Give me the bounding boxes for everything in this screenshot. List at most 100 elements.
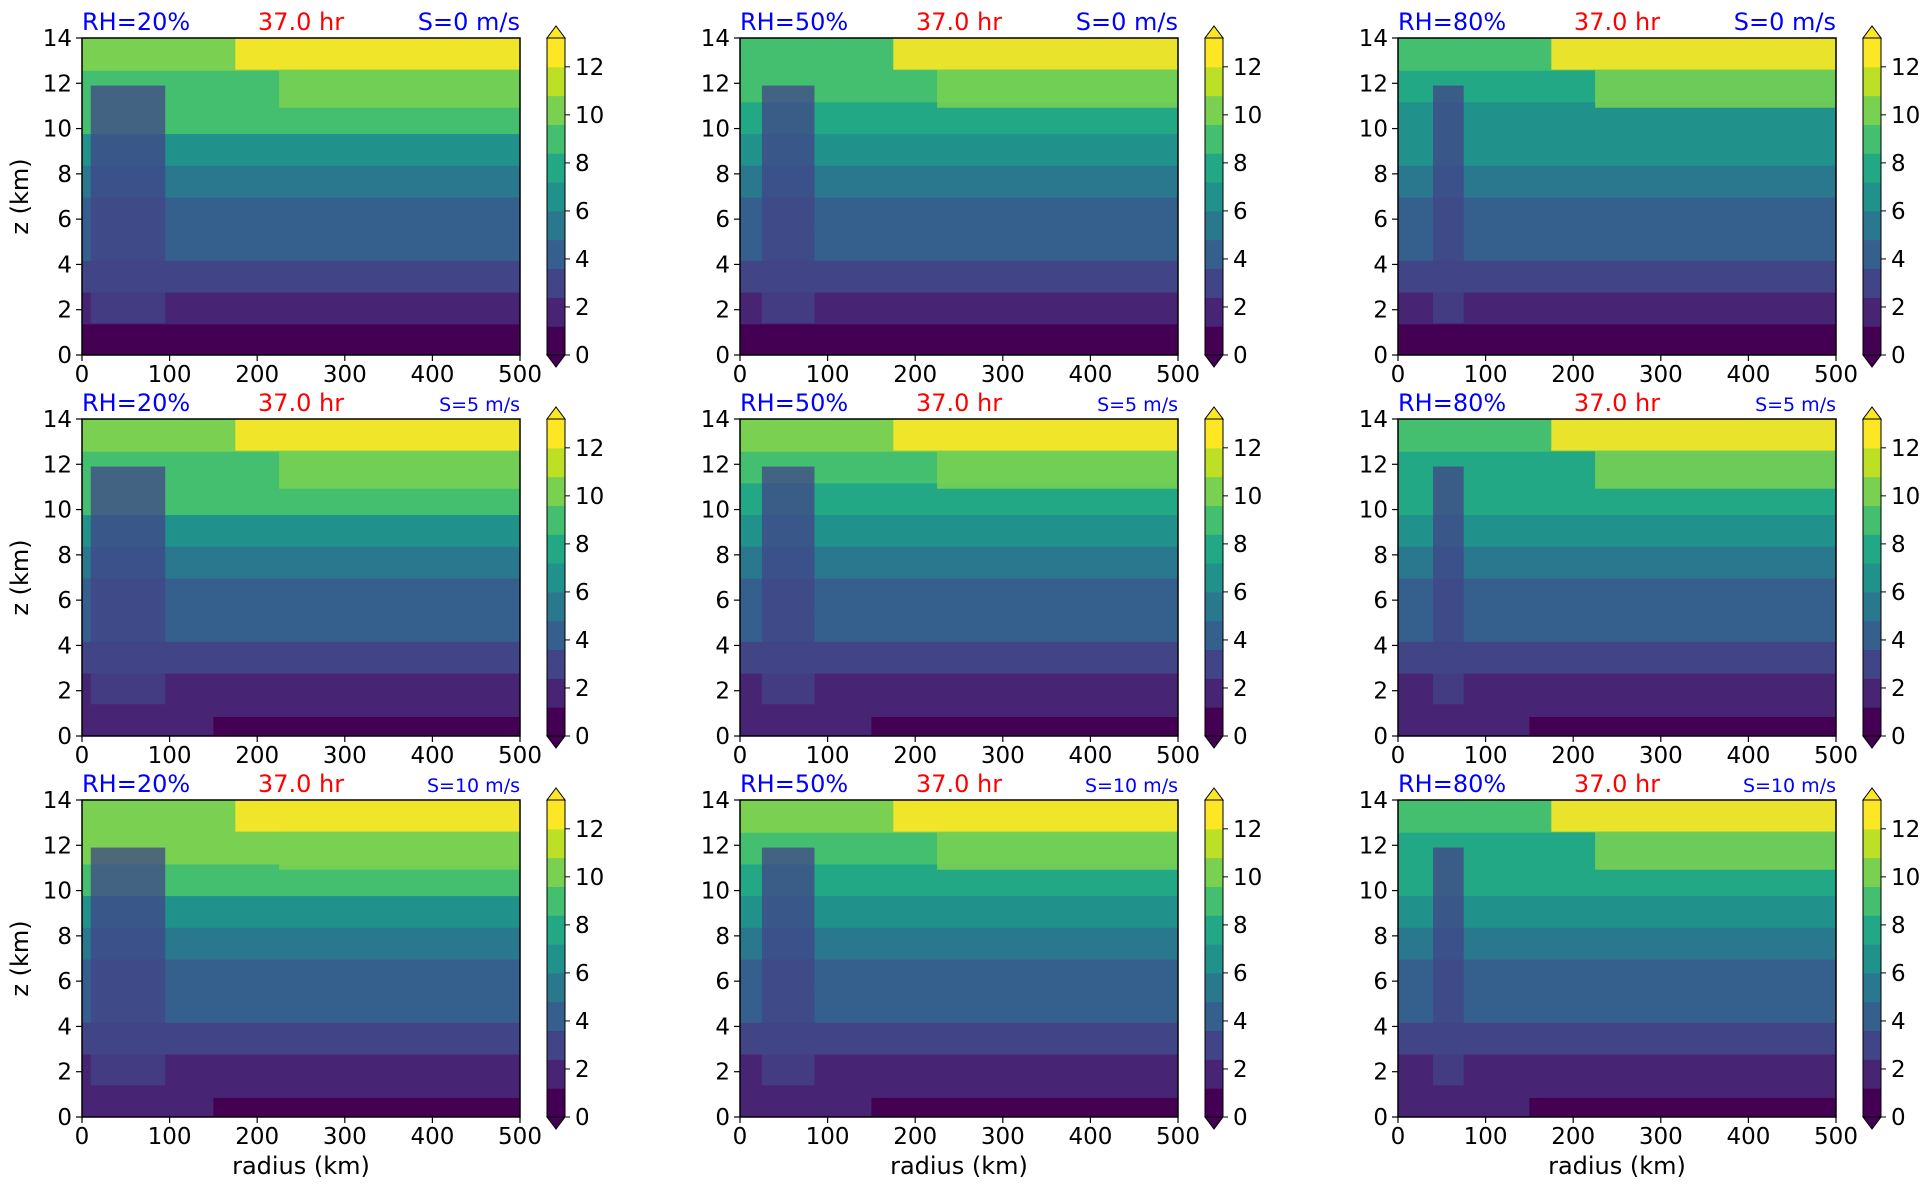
x-axis-label: radius (km)	[1548, 1152, 1686, 1180]
time-title: 37.0 hr	[916, 8, 1002, 36]
time-title: 37.0 hr	[916, 770, 1002, 798]
colorbar-tick-label: 8	[1891, 532, 1906, 558]
colorbar-tick-label: 6	[575, 199, 590, 225]
rh-title: RH=80%	[1398, 389, 1506, 417]
colorbar-tick-label: 12	[575, 55, 604, 81]
x-tick-label: 100	[1464, 362, 1508, 388]
colorbar-tick-label: 10	[1891, 865, 1920, 891]
colorbar-segment	[1205, 38, 1223, 68]
contour-boundary	[213, 335, 520, 355]
colorbar-tick-label: 10	[575, 865, 604, 891]
x-tick-label: 500	[1156, 362, 1200, 388]
colorbar-tick-label: 10	[575, 484, 604, 510]
x-tick-label: 400	[410, 362, 454, 388]
contour-band	[1398, 514, 1836, 547]
colorbar-tick-label: 0	[575, 343, 590, 369]
contour-band-upper	[1595, 69, 1836, 108]
y-tick-label: 10	[1359, 879, 1388, 905]
colorbar-tick-label: 2	[575, 1057, 590, 1083]
colorbar-segment	[547, 210, 565, 241]
colorbar-tick-label: 8	[1233, 913, 1248, 939]
shear-title: S=0 m/s	[1734, 8, 1836, 36]
contour-band	[1398, 672, 1836, 706]
contour-band	[1398, 133, 1836, 166]
contour-band-upper	[1595, 831, 1836, 870]
colorbar-segment	[547, 326, 565, 356]
contour-band	[1398, 990, 1836, 1023]
contour-field	[1398, 800, 1836, 1117]
y-tick-label: 0	[715, 724, 730, 750]
y-tick-label: 12	[1359, 452, 1388, 478]
colorbar-segment	[1863, 534, 1881, 564]
x-tick-label: 400	[410, 1124, 454, 1150]
y-tick-label: 6	[57, 969, 72, 995]
colorbar-tick-label: 0	[1891, 1105, 1906, 1131]
y-tick-label: 0	[715, 343, 730, 369]
contour-core	[761, 85, 815, 324]
x-tick-label: 100	[806, 1124, 850, 1150]
colorbar-extend-min	[1204, 354, 1224, 368]
colorbar-segment	[1863, 210, 1881, 241]
plot-frame	[1397, 799, 1837, 1118]
x-axis-label: radius (km)	[232, 1152, 370, 1180]
y-tick-label: 2	[1373, 1060, 1388, 1086]
colorbar-tick-label: 10	[1233, 484, 1262, 510]
colorbar-segment	[1863, 95, 1881, 125]
x-tick-label: 400	[1068, 743, 1112, 769]
contour-band-top	[235, 38, 520, 70]
colorbar-tick-label: 4	[1233, 628, 1248, 654]
x-tick-label: 0	[75, 362, 90, 388]
colorbar-tick-label: 4	[1233, 1009, 1248, 1035]
colorbar-tick-label: 12	[1233, 55, 1262, 81]
y-tick-label: 2	[1373, 298, 1388, 324]
y-tick-label: 14	[701, 788, 730, 814]
y-tick-label: 4	[57, 1014, 72, 1040]
contour-field	[82, 800, 520, 1117]
y-tick-label: 10	[701, 117, 730, 143]
colorbar-tick-label: 8	[575, 151, 590, 177]
colorbar-segment	[1863, 419, 1881, 449]
colorbar-segment	[1205, 620, 1223, 651]
colorbar-extend-max	[1204, 25, 1224, 39]
x-tick-label: 100	[148, 1124, 192, 1150]
x-tick-label: 500	[1156, 1124, 1200, 1150]
colorbar-segment	[1863, 268, 1881, 298]
contour-field	[1398, 38, 1836, 355]
colorbar-segment	[1863, 591, 1881, 622]
colorbar-segment	[547, 591, 565, 622]
plot-frame	[81, 799, 521, 1118]
colorbar-segment	[1863, 153, 1881, 183]
colorbar-segment	[547, 857, 565, 887]
x-tick-label: 300	[323, 743, 367, 769]
colorbar-extend-min	[1204, 735, 1224, 749]
colorbar-segment	[1205, 1030, 1223, 1060]
contour-band-upper	[279, 69, 520, 108]
plot-frame	[739, 799, 1179, 1118]
contour-band	[1398, 577, 1836, 611]
colorbar-segment	[1205, 857, 1223, 887]
contour-band	[1398, 196, 1836, 230]
colorbar-tick-label: 6	[1891, 199, 1906, 225]
x-tick-label: 200	[1551, 743, 1595, 769]
colorbar-segment	[1205, 944, 1223, 974]
colorbar-tick-label: 12	[575, 436, 604, 462]
colorbar-tick-label: 6	[1233, 580, 1248, 606]
y-tick-label: 4	[715, 252, 730, 278]
contour-band	[1398, 228, 1836, 261]
colorbar-tick-label: 8	[1891, 151, 1906, 177]
colorbar-segment	[547, 476, 565, 506]
y-tick-label: 6	[1373, 207, 1388, 233]
y-tick-label: 8	[715, 162, 730, 188]
colorbar-segment	[1205, 915, 1223, 945]
colorbar: 0 2 4 6 8 10 12	[1204, 406, 1262, 750]
y-tick-label: 8	[57, 543, 72, 569]
contour-band	[1398, 545, 1836, 579]
rh-title: RH=50%	[740, 8, 848, 36]
contour-band-top	[1551, 38, 1836, 70]
y-tick-label: 14	[1359, 26, 1388, 52]
colorbar-segment	[547, 182, 565, 212]
colorbar-segment	[547, 707, 565, 737]
colorbar-tick-label: 2	[1891, 676, 1906, 702]
